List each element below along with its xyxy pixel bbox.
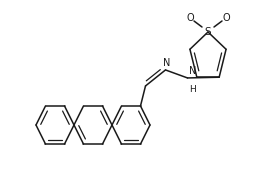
Text: N: N (163, 58, 170, 68)
Text: O: O (222, 13, 230, 23)
Text: O: O (186, 13, 194, 23)
Text: S: S (205, 27, 211, 37)
Text: H: H (190, 85, 196, 94)
Text: N: N (190, 66, 197, 76)
